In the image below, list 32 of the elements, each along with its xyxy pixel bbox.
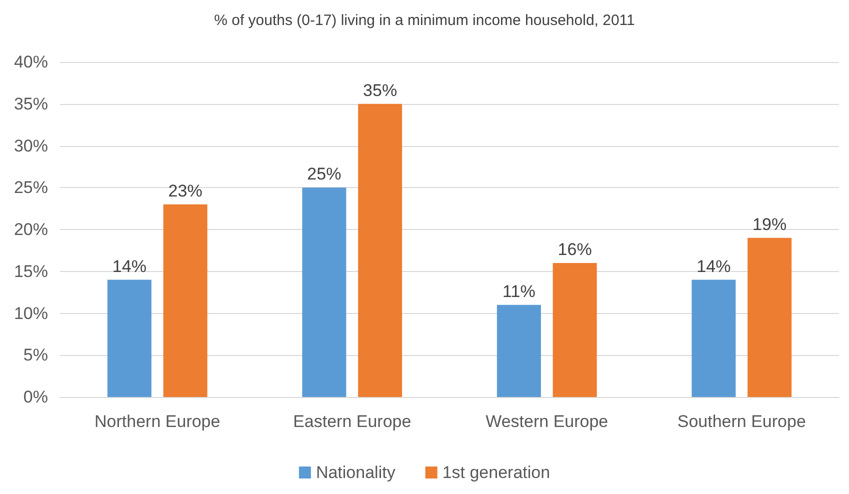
y-tick-label: 10% bbox=[14, 304, 48, 323]
bar bbox=[496, 304, 541, 397]
bar bbox=[692, 280, 736, 397]
x-tick-label: Western Europe bbox=[486, 412, 608, 431]
y-tick-label: 5% bbox=[23, 346, 48, 365]
bar bbox=[358, 104, 402, 397]
y-tick-label: 0% bbox=[23, 388, 48, 406]
y-tick-label: 20% bbox=[14, 220, 48, 239]
y-tick-label: 40% bbox=[14, 52, 48, 72]
data-label: 25% bbox=[307, 164, 342, 184]
legend-label: 1st generation bbox=[442, 463, 550, 482]
y-tick-label: 15% bbox=[14, 262, 48, 281]
data-label: 11% bbox=[502, 282, 536, 301]
data-label: 35% bbox=[363, 80, 398, 100]
x-tick-label: Southern Europe bbox=[677, 412, 806, 431]
y-tick-label: 30% bbox=[14, 136, 48, 156]
legend-label: Nationality bbox=[316, 463, 396, 482]
x-tick-label: Northern Europe bbox=[94, 412, 220, 431]
data-label: 23% bbox=[168, 181, 202, 200]
bar bbox=[107, 280, 152, 397]
data-label: 19% bbox=[752, 214, 787, 234]
data-label: 16% bbox=[558, 240, 592, 259]
data-label: 14% bbox=[696, 256, 731, 276]
bar bbox=[748, 238, 792, 397]
x-tick-label: Eastern Europe bbox=[293, 412, 412, 431]
bar bbox=[163, 204, 208, 397]
chart-title: % of youths (0-17) living in a minimum income household, 2011 bbox=[214, 12, 635, 29]
data-label: 14% bbox=[112, 256, 146, 276]
y-tick-label: 25% bbox=[14, 178, 48, 198]
bar bbox=[302, 188, 346, 397]
y-tick-label: 35% bbox=[14, 94, 48, 114]
bar bbox=[552, 263, 597, 397]
